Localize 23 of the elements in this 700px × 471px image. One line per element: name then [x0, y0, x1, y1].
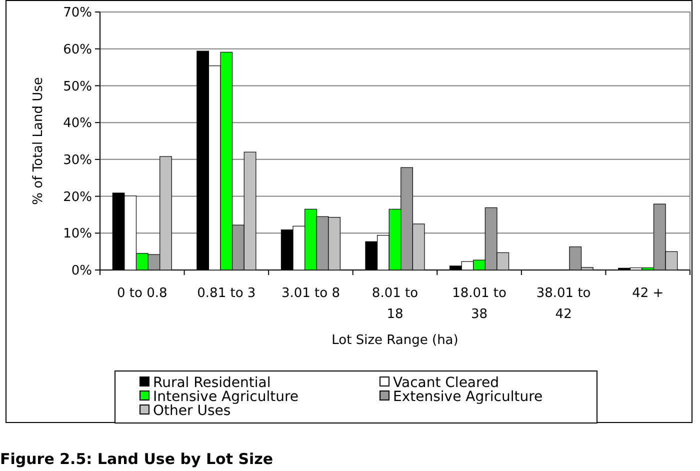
- legend-label: Extensive Agriculture: [393, 388, 543, 405]
- y-axis-title: % of Total Land Use: [31, 77, 46, 205]
- x-tick-label: 8.01 to 18: [372, 286, 418, 322]
- legend-label: Vacant Cleared: [393, 374, 499, 391]
- x-tick-label: 42 +: [632, 286, 664, 301]
- legend-label: Rural Residential: [153, 374, 271, 391]
- x-tick-label: 3.01 to 8: [281, 286, 340, 301]
- y-tick-label: 50%: [63, 79, 92, 94]
- x-tick-label: 38.01 to 42: [536, 286, 591, 322]
- x-axis-title: Lot Size Range (ha): [332, 333, 458, 348]
- x-tick-label: 18.01 to 38: [452, 286, 507, 322]
- legend-label: Intensive Agriculture: [153, 388, 299, 405]
- y-tick-label: 20%: [63, 190, 92, 205]
- legend-label: Other Uses: [153, 402, 231, 419]
- y-tick-label: 10%: [63, 226, 92, 242]
- y-tick-label: 40%: [63, 116, 92, 132]
- y-tick-label: 60%: [63, 42, 92, 58]
- text: Figure 2.5: Land Use by Lot Size: [0, 450, 274, 468]
- x-tick-label: 0 to 0.8: [117, 286, 168, 301]
- y-tick-label: 30%: [63, 152, 92, 168]
- y-tick-label: 70%: [63, 6, 92, 21]
- x-tick-label: 0.81 to 3: [197, 286, 256, 301]
- y-tick-label: 0%: [71, 264, 92, 279]
